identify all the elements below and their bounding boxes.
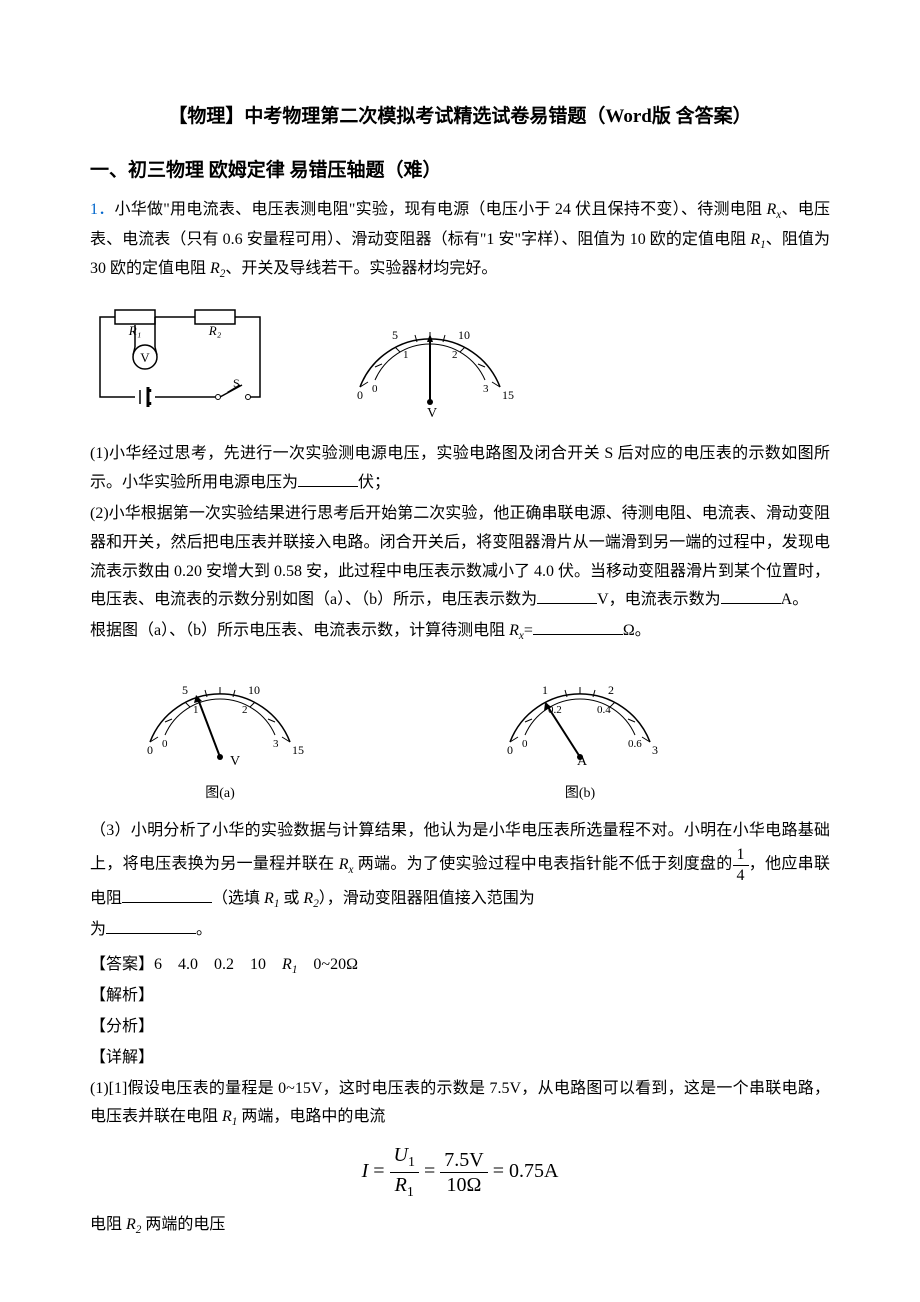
voltmeter-gauge-1: 0 5 10 15 0 1 2 3 V [330, 302, 530, 422]
blank-3 [721, 588, 781, 604]
rx-symbol-3: Rx [339, 856, 354, 873]
detail-p3: 电阻 [90, 1216, 126, 1233]
detail-text-3: 电阻 R2 两端的电压 [90, 1211, 830, 1240]
fraction-1-4: 14 [733, 845, 749, 884]
intro-text-4: 、开关及导线若干。实验器材均完好。 [225, 260, 497, 277]
q2-text-2: V，电流表示数为 [597, 591, 721, 608]
detail-p1: (1)[1]假设电压表的量程是 0~15V，这时电压表的示数是 7.5V，从电路… [90, 1080, 830, 1126]
detail-text-1: (1)[1]假设电压表的量程是 0~15V，这时电压表的示数是 7.5V，从电路… [90, 1075, 830, 1133]
question-1: (1)小华经过思考，先进行一次实验测电源电压，实验电路图及闭合开关 S 后对应的… [90, 440, 830, 498]
figure-a-label: 图(a) [120, 781, 320, 806]
detail-p2: 两端，电路中的电流 [237, 1108, 385, 1125]
figure-b-container: 0 1 2 3 0 0.2 0.4 0.6 A 图(b) [480, 657, 680, 807]
section-heading: 一、初三物理 欧姆定律 易错压轴题（难） [90, 154, 830, 188]
q3-text-2: 两端。为了使实验过程中电表指针能不低于刻度盘的 [353, 856, 732, 873]
svg-text:1: 1 [193, 704, 199, 716]
q2-text-4: 根据图（a）、（b）所示电压表、电流表示数，计算待测电阻 [90, 622, 509, 639]
answer-r1: R1 [282, 956, 297, 973]
question-3: （3）小明分析了小华的实验数据与计算结果，他认为是小华电压表所选量程不对。小明在… [90, 817, 830, 915]
rx-symbol: Rx [766, 201, 781, 218]
detail-p4: 两端的电压 [141, 1216, 225, 1233]
q1-text-2: 伏； [358, 474, 390, 491]
svg-text:3: 3 [273, 738, 279, 750]
q3-text-6: ），滑动变阻器阻值接入范围为 [319, 890, 535, 907]
fenxi-label: 【分析】 [90, 1013, 830, 1042]
svg-text:V: V [230, 754, 240, 767]
intro-text-1: 小华做"用电流表、电压表测电阻"实验，现有电源（电压小于 24 伏且保持不变）、… [115, 201, 767, 218]
voltmeter-gauge-a: 0 5 10 15 0 1 2 3 V [120, 657, 320, 767]
svg-text:0: 0 [522, 738, 528, 750]
circuit-diagram: R₁ R₂ V S [90, 307, 270, 417]
svg-text:10: 10 [248, 683, 260, 697]
answer-label: 【答案】 [90, 956, 154, 973]
svg-text:0: 0 [162, 738, 168, 750]
r1-symbol-2: R1 [264, 890, 279, 907]
r1-symbol: R1 [750, 231, 765, 248]
svg-text:V: V [140, 350, 150, 365]
svg-text:3: 3 [483, 383, 489, 395]
answer-line: 【答案】6 4.0 0.2 10 R1 0~20Ω [90, 951, 830, 980]
document-title: 【物理】中考物理第二次模拟考试精选试卷易错题（Word版 含答案） [90, 100, 830, 134]
blank-6 [106, 918, 196, 934]
q3-text-4: （选填 [212, 890, 264, 907]
figure-a-container: 0 5 10 15 0 1 2 3 V 图(a) [120, 657, 320, 807]
answer-values-2: 0~20Ω [297, 956, 358, 973]
blank-2 [537, 588, 597, 604]
svg-text:5: 5 [392, 328, 398, 342]
formula-current: I = U1R1 = 7.5V10Ω = 0.75A [90, 1143, 830, 1202]
svg-text:R₂: R₂ [208, 323, 222, 338]
detail-r1: R1 [222, 1108, 237, 1125]
diagram-row-1: R₁ R₂ V S 0 5 10 1 [90, 302, 830, 422]
blank-1 [298, 471, 358, 487]
svg-text:0.4: 0.4 [597, 704, 611, 716]
question-3b: 为。 [90, 916, 830, 945]
svg-text:15: 15 [502, 388, 514, 402]
svg-text:2: 2 [452, 349, 458, 361]
problem-number: 1． [90, 201, 115, 218]
svg-text:3: 3 [652, 743, 658, 757]
svg-text:0: 0 [507, 743, 513, 757]
svg-text:S: S [233, 376, 240, 390]
question-2b: 根据图（a）、（b）所示电压表、电流表示数，计算待测电阻 Rx= Ω。 [90, 617, 830, 646]
q1-text-1: (1)小华经过思考，先进行一次实验测电源电压，实验电路图及闭合开关 S 后对应的… [90, 445, 830, 491]
detail-r2: R2 [126, 1216, 141, 1233]
q3-text-5: 或 [279, 890, 303, 907]
question-2: (2)小华根据第一次实验结果进行思考后开始第二次实验，他正确串联电源、待测电阻、… [90, 500, 830, 615]
svg-text:10: 10 [458, 328, 470, 342]
ammeter-gauge-b: 0 1 2 3 0 0.2 0.4 0.6 A [480, 657, 680, 767]
diagram-row-2: 0 5 10 15 0 1 2 3 V 图(a) 0 [90, 657, 830, 807]
q2-text-3: A。 [781, 591, 809, 608]
answer-block: 【答案】6 4.0 0.2 10 R1 0~20Ω 【解析】 【分析】 【详解】… [90, 951, 830, 1241]
svg-text:0.6: 0.6 [628, 738, 642, 750]
svg-text:1: 1 [542, 683, 548, 697]
figure-b-label: 图(b) [480, 781, 680, 806]
r2-symbol: R2 [210, 260, 225, 277]
svg-text:A: A [577, 754, 588, 767]
svg-text:V: V [427, 406, 437, 421]
q2-text-5: = [524, 622, 533, 639]
svg-text:2: 2 [242, 704, 248, 716]
analysis-label: 【解析】 [90, 982, 830, 1011]
q2-text-6: Ω。 [623, 622, 651, 639]
r2-symbol-2: R2 [303, 890, 318, 907]
svg-text:1: 1 [403, 349, 409, 361]
detail-label: 【详解】 [90, 1044, 830, 1073]
q3-text-7: 。 [196, 921, 212, 938]
q3-text-7-prefix: 为 [90, 921, 106, 938]
svg-text:0: 0 [147, 743, 153, 757]
svg-text:2: 2 [608, 683, 614, 697]
answer-values: 6 4.0 0.2 10 [154, 956, 282, 973]
svg-text:0: 0 [372, 383, 378, 395]
rx-symbol-2: Rx [509, 622, 524, 639]
svg-text:5: 5 [182, 683, 188, 697]
svg-text:15: 15 [292, 743, 304, 757]
blank-4 [533, 619, 623, 635]
blank-5 [122, 887, 212, 903]
svg-text:0: 0 [357, 388, 363, 402]
problem-intro: 1．小华做"用电流表、电压表测电阻"实验，现有电源（电压小于 24 伏且保持不变… [90, 196, 830, 284]
